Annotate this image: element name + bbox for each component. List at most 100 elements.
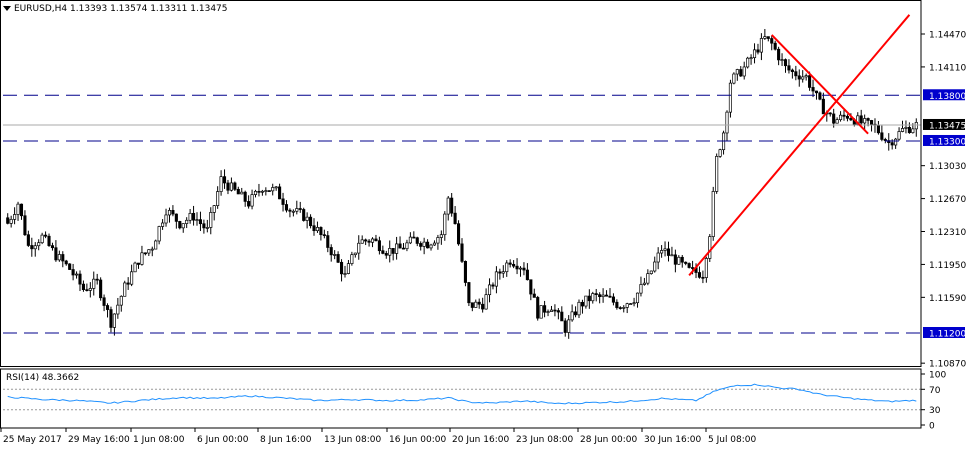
candle xyxy=(298,201,302,213)
candle-body xyxy=(395,243,399,254)
candle xyxy=(759,33,763,61)
candle-body xyxy=(309,216,313,227)
candle-body xyxy=(136,262,141,265)
candle-body xyxy=(639,284,643,294)
candle-body xyxy=(494,271,498,287)
candle xyxy=(732,72,736,85)
candle-body xyxy=(281,198,285,205)
candle-body xyxy=(398,243,402,249)
candle xyxy=(319,226,323,241)
candle-body xyxy=(302,209,306,221)
candle-body xyxy=(44,234,48,237)
candle xyxy=(845,114,849,122)
candle-body xyxy=(233,182,237,190)
candle xyxy=(174,213,178,229)
candle xyxy=(339,259,344,282)
candle xyxy=(739,66,743,77)
candle-body xyxy=(78,273,82,285)
candle xyxy=(457,220,461,246)
candle xyxy=(894,137,898,149)
candle xyxy=(801,70,805,83)
candle xyxy=(525,263,529,281)
candle xyxy=(756,43,760,55)
candle-body xyxy=(615,301,619,308)
candle xyxy=(105,303,110,318)
candle xyxy=(701,270,705,284)
candle-body xyxy=(539,305,543,319)
candle-body xyxy=(646,273,650,284)
candle-body xyxy=(247,201,251,207)
candle-body xyxy=(553,309,557,312)
candle-body xyxy=(47,235,51,246)
candle xyxy=(47,233,51,247)
candle-body xyxy=(536,297,540,319)
candle-body xyxy=(460,243,464,262)
candle xyxy=(195,212,199,226)
candle-body xyxy=(484,294,488,310)
candle-body xyxy=(384,253,388,256)
candle xyxy=(19,203,24,220)
candle xyxy=(622,305,626,313)
candle-body xyxy=(236,188,240,195)
y-tick-label: 1.13300 xyxy=(929,137,966,147)
candle xyxy=(92,271,96,296)
candle xyxy=(532,288,536,298)
candle xyxy=(309,214,313,229)
trendline[interactable] xyxy=(771,34,869,135)
chevron-down-icon[interactable] xyxy=(3,6,11,11)
candle xyxy=(23,210,27,237)
candle xyxy=(794,65,798,81)
candle xyxy=(61,251,65,268)
candle xyxy=(577,299,581,319)
candle xyxy=(112,313,116,336)
candle xyxy=(130,264,134,287)
candle-body xyxy=(157,226,161,242)
candle xyxy=(477,298,481,309)
x-tick-label: 28 Jun 00:00 xyxy=(580,435,637,445)
candle-body xyxy=(584,295,588,307)
candle xyxy=(398,236,402,249)
candle-body xyxy=(790,69,794,73)
candle xyxy=(95,273,99,285)
candle-body xyxy=(770,38,774,44)
candle xyxy=(198,211,202,232)
candle xyxy=(312,218,316,236)
candle-body xyxy=(119,295,123,306)
candle xyxy=(33,242,37,257)
candle-body xyxy=(61,254,65,262)
candle xyxy=(391,248,395,261)
candle xyxy=(536,295,540,321)
candle-body xyxy=(563,320,567,333)
candle xyxy=(260,189,264,196)
candle-body xyxy=(567,319,571,333)
candle-body xyxy=(649,270,653,274)
candle xyxy=(302,207,306,222)
candle xyxy=(821,92,825,115)
candle-body xyxy=(243,191,247,202)
candle-body xyxy=(797,75,801,80)
trendline[interactable] xyxy=(688,14,911,277)
candle-body xyxy=(426,241,430,249)
x-tick-label: 1 Jun 08:00 xyxy=(133,435,185,445)
candle xyxy=(167,207,172,223)
candle-body xyxy=(401,247,406,250)
candle xyxy=(40,232,44,245)
candle xyxy=(412,231,416,239)
candle-body xyxy=(188,212,192,221)
candle-body xyxy=(512,263,516,267)
candle-body xyxy=(322,234,326,237)
candle xyxy=(71,263,75,281)
candle-body xyxy=(360,239,364,244)
candle-body xyxy=(222,176,227,184)
candle xyxy=(463,260,467,287)
candle-body xyxy=(673,254,677,265)
candle-body xyxy=(374,238,378,242)
candle-body xyxy=(68,263,72,270)
candle xyxy=(656,247,660,270)
candle-body xyxy=(391,248,395,254)
candle-body xyxy=(677,256,681,265)
candle-body xyxy=(680,256,684,263)
candle xyxy=(670,246,674,257)
